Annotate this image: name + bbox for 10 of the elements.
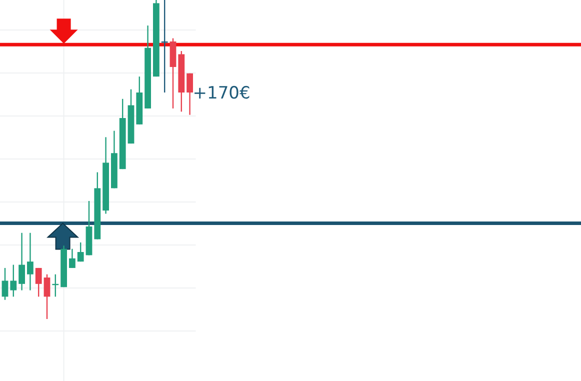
candlestick bbox=[186, 72, 193, 116]
candlestick bbox=[18, 232, 25, 291]
candlestick bbox=[2, 267, 8, 300]
candlestick bbox=[44, 274, 50, 320]
annotation: +170€ bbox=[192, 84, 250, 104]
candlestick bbox=[77, 242, 84, 262]
candlestick bbox=[35, 267, 42, 298]
candlestick bbox=[27, 232, 34, 291]
candlestick bbox=[69, 248, 76, 269]
candlestick bbox=[10, 264, 17, 298]
